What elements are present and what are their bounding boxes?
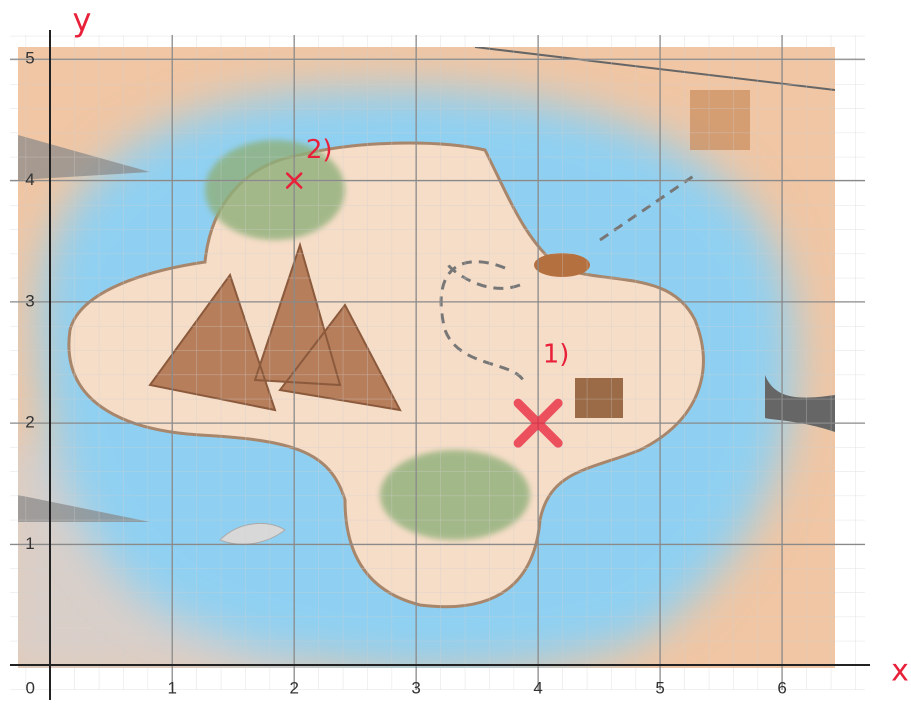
x-tick-label: 1 xyxy=(167,678,176,697)
cross xyxy=(513,398,563,448)
point-annotation: 1) xyxy=(543,340,570,370)
minor-grid xyxy=(10,35,865,690)
x-tick-label: 6 xyxy=(777,678,786,697)
y-axis-label: y xyxy=(73,1,92,39)
x-tick-label: 3 xyxy=(411,678,420,697)
x-tick-label: 2 xyxy=(289,678,298,697)
cross xyxy=(285,172,303,189)
y-tick-label: 2 xyxy=(25,413,34,432)
x-tick-label: 0 xyxy=(26,678,35,697)
x-axis-label: x xyxy=(891,654,909,689)
x-tick-label: 5 xyxy=(655,678,664,697)
y-tick-label: 5 xyxy=(25,49,34,68)
point-marker xyxy=(513,398,563,448)
y-tick-label: 3 xyxy=(25,291,34,310)
x-tick-label: 4 xyxy=(533,678,542,697)
point-marker xyxy=(285,172,303,189)
y-tick-label: 1 xyxy=(25,534,34,553)
y-tick-label: 4 xyxy=(25,170,34,189)
point-annotation: 2) xyxy=(306,135,333,165)
